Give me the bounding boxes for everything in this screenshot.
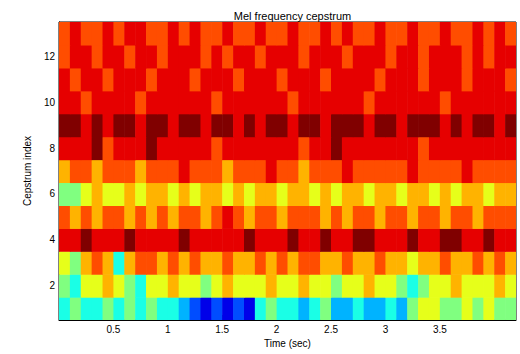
svg-text:2: 2	[49, 280, 55, 291]
svg-text:3.5: 3.5	[433, 324, 447, 335]
svg-text:Cepstrum index: Cepstrum index	[22, 136, 33, 206]
svg-text:12: 12	[44, 51, 56, 62]
svg-text:4: 4	[49, 234, 55, 245]
svg-text:3: 3	[383, 324, 389, 335]
svg-text:0.5: 0.5	[106, 324, 120, 335]
svg-text:6: 6	[49, 188, 55, 199]
svg-text:Mel frequency cepstrum: Mel frequency cepstrum	[234, 10, 351, 22]
svg-text:8: 8	[49, 143, 55, 154]
svg-text:2: 2	[274, 324, 280, 335]
svg-text:1.5: 1.5	[215, 324, 229, 335]
svg-text:1: 1	[165, 324, 171, 335]
svg-text:Time (sec): Time (sec)	[264, 338, 311, 349]
svg-text:10: 10	[44, 97, 56, 108]
svg-text:2.5: 2.5	[324, 324, 338, 335]
